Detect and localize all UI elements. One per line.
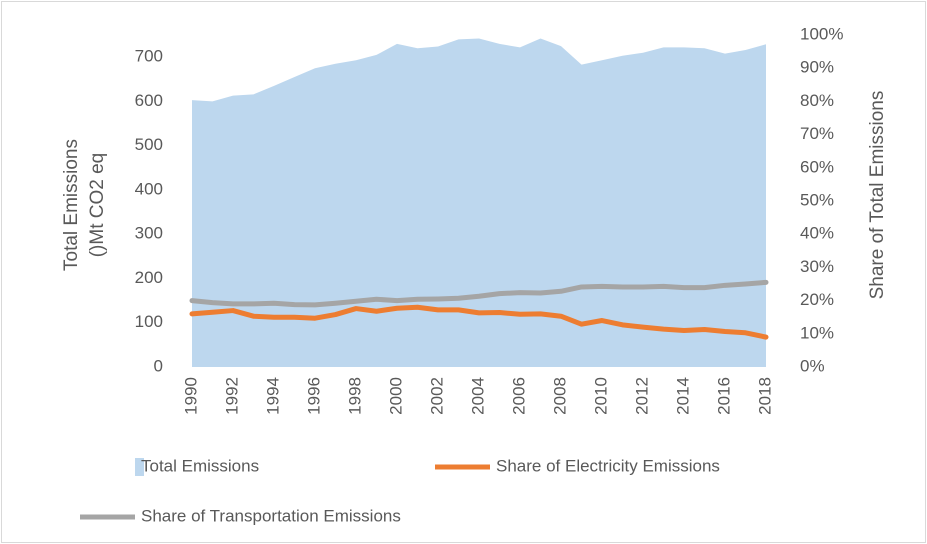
y-tick-label: 500	[135, 135, 163, 154]
y-tick-label: 400	[135, 179, 163, 198]
x-tick-label: 2008	[550, 377, 569, 415]
x-tick-label: 2000	[386, 377, 405, 415]
x-tick-label: 1996	[304, 377, 323, 415]
x-tick-label: 1990	[181, 377, 200, 415]
y2-tick-label: 50%	[800, 190, 834, 209]
x-tick-label: 2002	[427, 377, 446, 415]
y2-tick-label: 20%	[800, 290, 834, 309]
x-tick-label: 2004	[468, 377, 487, 415]
legend-label: Share of Transportation Emissions	[141, 506, 401, 525]
y-axis-label: Total Emissions	[61, 139, 82, 271]
y-tick-label: 0	[154, 356, 163, 375]
y2-tick-label: 0%	[800, 356, 825, 375]
y2-tick-label: 30%	[800, 257, 834, 276]
legend-swatch	[135, 458, 144, 476]
y-axis-label: ()Mt CO2 eq	[87, 153, 108, 258]
y2-tick-label: 100%	[800, 24, 843, 43]
y2-tick-label: 60%	[800, 157, 834, 176]
x-tick-label: 1992	[222, 377, 241, 415]
x-tick-label: 1998	[345, 377, 364, 415]
x-tick-label: 2006	[509, 377, 528, 415]
legend-label: Share of Electricity Emissions	[496, 456, 720, 475]
y2-axis-label: Share of Total Emissions	[867, 91, 888, 300]
y2-tick-label: 70%	[800, 124, 834, 143]
x-tick-label: 2016	[714, 377, 733, 415]
y-tick-label: 600	[135, 91, 163, 110]
y2-tick-label: 90%	[800, 58, 834, 77]
x-tick-label: 2014	[673, 377, 692, 415]
y-tick-label: 300	[135, 224, 163, 243]
x-tick-label: 2012	[632, 377, 651, 415]
x-tick-label: 2010	[591, 377, 610, 415]
y2-tick-label: 40%	[800, 224, 834, 243]
legend-label: Total Emissions	[141, 456, 259, 475]
y-tick-label: 200	[135, 268, 163, 287]
y2-tick-label: 80%	[800, 91, 834, 110]
line	[189, 304, 769, 340]
line	[189, 279, 769, 308]
y-tick-label: 700	[135, 47, 163, 66]
y-tick-label: 100	[135, 312, 163, 331]
x-tick-label: 2018	[755, 377, 774, 415]
y2-tick-label: 10%	[800, 323, 834, 342]
x-tick-label: 1994	[263, 377, 282, 415]
